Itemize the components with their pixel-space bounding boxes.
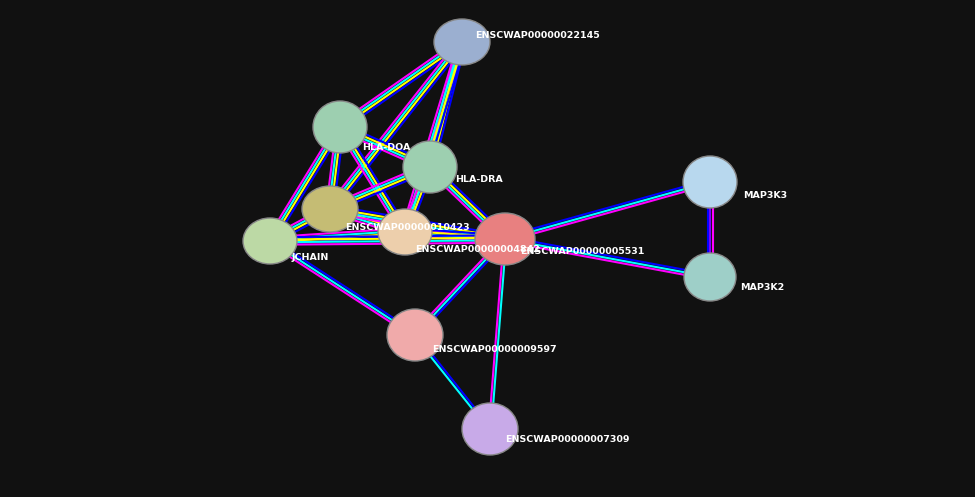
Ellipse shape [313, 101, 367, 153]
Ellipse shape [243, 218, 297, 264]
Text: ENSCWAP00000005531: ENSCWAP00000005531 [520, 248, 644, 256]
Ellipse shape [403, 141, 457, 193]
Ellipse shape [462, 403, 518, 455]
Text: HLA-DOA: HLA-DOA [362, 143, 410, 152]
Ellipse shape [378, 209, 432, 255]
Text: MAP3K2: MAP3K2 [740, 282, 784, 292]
Text: JCHAIN: JCHAIN [292, 252, 330, 261]
Ellipse shape [475, 213, 535, 265]
Text: ENSCWAP00000009597: ENSCWAP00000009597 [432, 344, 557, 353]
Text: ENSCWAP00000010423: ENSCWAP00000010423 [345, 223, 470, 232]
Text: HLA-DRA: HLA-DRA [455, 174, 503, 183]
Ellipse shape [302, 186, 358, 232]
Ellipse shape [683, 156, 737, 208]
Ellipse shape [434, 19, 490, 65]
Text: MAP3K3: MAP3K3 [743, 190, 787, 199]
Ellipse shape [684, 253, 736, 301]
Text: ENSCWAP00000004842: ENSCWAP00000004842 [415, 245, 540, 253]
Text: ENSCWAP00000022145: ENSCWAP00000022145 [475, 30, 600, 39]
Text: ENSCWAP00000007309: ENSCWAP00000007309 [505, 435, 630, 444]
Ellipse shape [387, 309, 443, 361]
